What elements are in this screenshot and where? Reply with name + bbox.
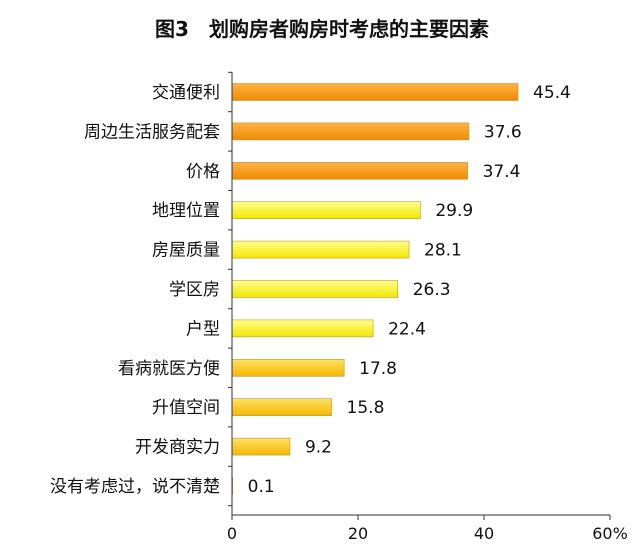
bar [231,240,410,259]
bar [231,358,345,377]
plot-area: 交通便利 45.4 周边生活服务配套 37.6 价格 37.4 地理位置 29.9 房屋质量 28… [50,71,628,543]
bar [231,437,291,456]
data-label: 37.4 [483,162,521,182]
bar [231,162,468,180]
data-label: 28.1 [424,241,462,261]
bar [231,319,374,338]
category-label: 没有考虑过，说不清楚 [50,477,220,497]
category-label: 升值空间 [152,398,220,418]
data-label: 22.4 [388,319,426,339]
category-label: 周边生活服务配套 [84,122,220,142]
data-label: 37.6 [484,122,522,142]
category-label: 价格 [186,162,220,182]
data-label: 0.1 [248,477,275,497]
category-label: 地理位置 [152,201,220,221]
chart-title: 图3 划购房者购房时考虑的主要因素 [155,17,489,41]
data-label: 17.8 [359,359,397,379]
data-label: 45.4 [533,83,571,103]
bar [231,122,470,141]
category-label: 交通便利 [152,83,220,103]
data-label: 29.9 [435,201,473,221]
bar [231,201,421,219]
data-label: 9.2 [305,438,332,458]
category-label: 户型 [186,319,220,339]
x-tick-label: 40 [474,524,494,543]
x-tick-label: 0 [227,524,237,543]
bar [231,398,332,417]
category-label: 房屋质量 [152,241,220,261]
x-tick-label: 60% [592,524,628,543]
category-label: 学区房 [169,280,220,300]
data-label: 26.3 [413,280,451,300]
category-label: 看病就医方便 [118,359,220,379]
x-tick-label: 20 [348,524,368,543]
data-label: 15.8 [347,398,385,418]
bar [231,280,398,298]
bar [231,83,519,101]
category-label: 开发商实力 [135,438,220,458]
